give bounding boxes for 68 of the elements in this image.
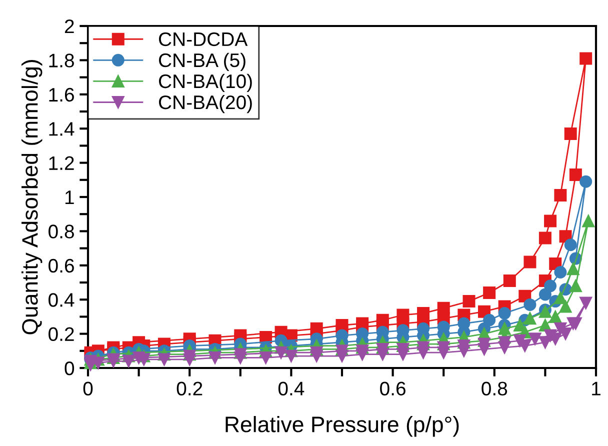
x-tick-label: 0.8 bbox=[482, 382, 508, 396]
point bbox=[554, 189, 567, 202]
point bbox=[554, 266, 567, 278]
point bbox=[498, 307, 511, 320]
y-tick-label: 1.4 bbox=[49, 122, 74, 136]
point bbox=[569, 280, 582, 292]
point bbox=[580, 296, 592, 310]
point bbox=[538, 232, 552, 244]
point bbox=[503, 274, 516, 288]
x-tick-label: 0 bbox=[83, 382, 93, 396]
y-tick-label: 1.2 bbox=[49, 156, 74, 170]
point bbox=[158, 353, 170, 366]
x-tick-label: 0.2 bbox=[176, 382, 202, 396]
point bbox=[549, 310, 562, 323]
point bbox=[132, 351, 146, 364]
point bbox=[566, 317, 580, 330]
point bbox=[580, 52, 592, 65]
y-tick-label: 2 bbox=[64, 19, 74, 34]
point bbox=[462, 295, 476, 308]
y-tick-label: 0.2 bbox=[48, 327, 74, 342]
point bbox=[524, 256, 536, 268]
x-tick-label: 0.4 bbox=[278, 382, 304, 396]
y-tick-label: 1.8 bbox=[49, 54, 74, 68]
point bbox=[483, 314, 496, 326]
y-axis-title: Quantity Adsorbed (mmol/g) bbox=[22, 60, 42, 334]
point bbox=[524, 298, 536, 311]
point bbox=[569, 168, 582, 182]
legend-label: CN-BA (5) bbox=[158, 52, 246, 71]
y-tick-label: 0 bbox=[64, 361, 74, 376]
point bbox=[417, 307, 430, 320]
point bbox=[544, 329, 557, 342]
x-tick-label: 0.6 bbox=[380, 382, 406, 396]
point bbox=[356, 317, 369, 330]
point bbox=[554, 322, 567, 335]
point bbox=[538, 288, 552, 301]
point bbox=[580, 175, 592, 188]
point bbox=[554, 292, 567, 304]
point bbox=[336, 319, 348, 332]
y-tick-label: 0.6 bbox=[48, 258, 74, 273]
point bbox=[483, 286, 496, 300]
x-tick-label: 1 bbox=[592, 382, 600, 396]
legend-label: CN-DCDA bbox=[158, 32, 248, 46]
point bbox=[582, 214, 595, 228]
point bbox=[524, 312, 536, 325]
point bbox=[514, 334, 526, 347]
legend-label: CN-BA(10) bbox=[158, 74, 252, 92]
y-tick-label: 1.6 bbox=[49, 88, 74, 102]
point bbox=[260, 351, 272, 364]
x-axis-title: Relative Pressure (p/p°) bbox=[226, 416, 459, 437]
y-tick-label: 1 bbox=[65, 190, 74, 204]
point bbox=[544, 280, 557, 292]
y-tick-label: 0.4 bbox=[48, 293, 74, 307]
point bbox=[284, 350, 298, 362]
y-tick-label: 0.8 bbox=[48, 224, 74, 238]
point bbox=[208, 351, 222, 364]
point bbox=[376, 314, 389, 326]
point bbox=[564, 238, 577, 252]
point bbox=[566, 262, 580, 276]
point bbox=[498, 322, 511, 335]
point bbox=[564, 127, 577, 140]
point bbox=[274, 346, 288, 359]
point bbox=[396, 308, 410, 322]
point bbox=[310, 322, 323, 335]
point bbox=[122, 354, 135, 368]
legend-label: CN-BA(20) bbox=[158, 94, 252, 114]
point bbox=[544, 214, 557, 228]
point bbox=[528, 332, 542, 346]
point bbox=[437, 302, 450, 314]
